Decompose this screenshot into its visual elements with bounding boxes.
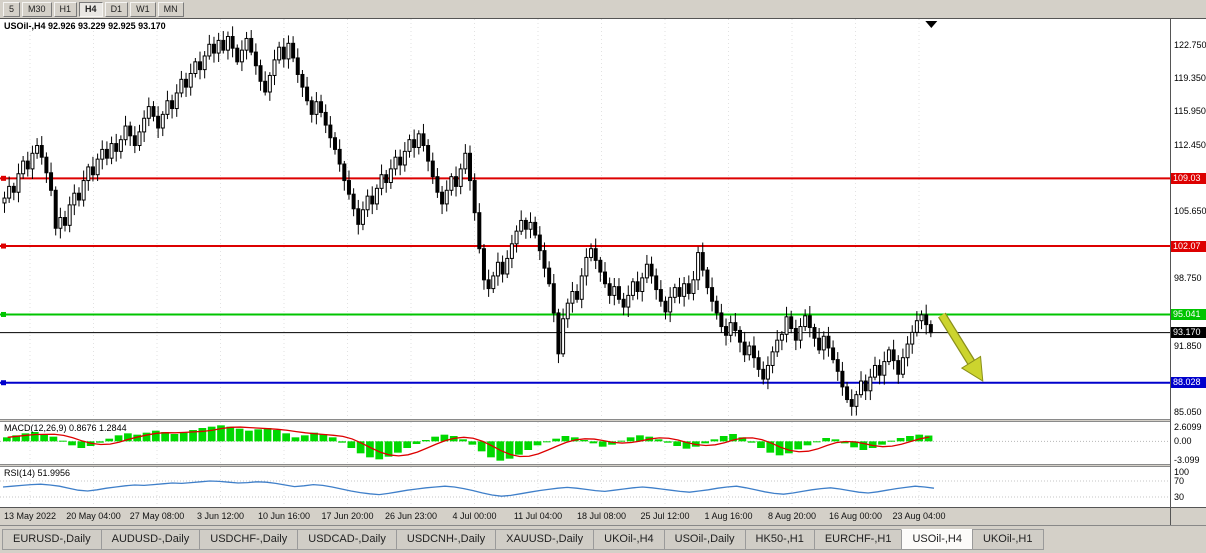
chart-tab-audusd-daily[interactable]: AUDUSD-,Daily — [100, 528, 200, 550]
macd-canvas[interactable] — [0, 422, 1170, 464]
time-axis-label: 13 May 2022 — [3, 511, 57, 521]
chart-tab-usoil-daily[interactable]: USOil-,Daily — [663, 528, 745, 550]
rsi-canvas[interactable] — [0, 467, 1170, 507]
pane-divider[interactable] — [0, 419, 1170, 422]
main-chart-pane[interactable]: USOil-,H4 92.926 93.229 92.925 93.170 — [0, 19, 1170, 419]
rsi-tick-label: 30 — [1174, 492, 1185, 502]
price-tick-label: 115.950 — [1174, 105, 1206, 116]
macd-tick-label: 2.6099 — [1174, 422, 1202, 432]
chart-tab-eurchf-h1[interactable]: EURCHF-,H1 — [813, 528, 902, 550]
price-level-badge: 88.028 — [1171, 377, 1206, 389]
time-axis-label: 27 May 08:00 — [129, 511, 185, 521]
chart-tab-usdcad-daily[interactable]: USDCAD-,Daily — [297, 528, 396, 550]
time-axis-label: 3 Jun 12:00 — [196, 511, 245, 521]
time-axis-label: 23 Aug 04:00 — [892, 511, 946, 521]
chart-tab-ukoil-h4[interactable]: UKOil-,H4 — [593, 528, 664, 550]
timeframe-button-h1[interactable]: H1 — [53, 1, 78, 17]
timeframe-toolbar: 5 M30 H1 H4 D1 W1 MN — [0, 0, 1206, 18]
chart-tab-eurusd-daily[interactable]: EURUSD-,Daily — [2, 528, 101, 550]
price-tick-label: 85.050 — [1174, 406, 1202, 417]
time-axis-label: 1 Aug 16:00 — [704, 511, 753, 521]
rsi-title: RSI(14) 51.9956 — [4, 468, 71, 478]
timeframe-button-mn[interactable]: MN — [157, 1, 184, 17]
price-level-badge: 109.03 — [1171, 172, 1206, 184]
price-level-badge: 95.041 — [1171, 308, 1206, 320]
price-axis[interactable]: 122.750 119.350 115.950 112.450 105.650 98.75… — [1170, 19, 1206, 525]
pane-divider[interactable] — [0, 464, 1170, 467]
chart-plot-column: USOil-,H4 92.926 93.229 92.925 93.170 MA… — [0, 19, 1170, 525]
chart-tab-usdchf-daily[interactable]: USDCHF-,Daily — [199, 528, 298, 550]
time-axis-label: 16 Aug 00:00 — [828, 511, 883, 521]
price-level-badge: 102.07 — [1171, 240, 1206, 252]
candlestick-canvas[interactable] — [0, 19, 1170, 419]
price-tick-label: 105.650 — [1174, 206, 1206, 217]
timeframe-button-5[interactable]: 5 — [3, 1, 21, 17]
chart-tab-xauusd-daily[interactable]: XAUUSD-,Daily — [495, 528, 594, 550]
time-axis[interactable]: 13 May 2022 20 May 04:00 27 May 08:00 3 Jun… — [0, 507, 1170, 525]
time-axis-label: 20 May 04:00 — [66, 511, 121, 521]
rsi-pane[interactable]: RSI(14) 51.9956 — [0, 467, 1170, 507]
time-axis-label: 25 Jul 12:00 — [640, 511, 690, 521]
price-tick-label: 122.750 — [1174, 39, 1206, 50]
rsi-tick-label: 100 — [1174, 467, 1190, 477]
price-tick-label: 119.350 — [1174, 72, 1206, 83]
chart-area: USOil-,H4 92.926 93.229 92.925 93.170 MA… — [0, 18, 1206, 525]
axis-corner — [1171, 507, 1206, 525]
price-tick-label: 112.450 — [1174, 140, 1206, 151]
chart-tabs-bar: EURUSD-,Daily AUDUSD-,Daily USDCHF-,Daily U… — [0, 525, 1206, 553]
time-axis-label: 10 Jun 16:00 — [257, 511, 311, 521]
time-axis-label: 4 Jul 00:00 — [452, 511, 497, 521]
chart-tab-usoil-h4[interactable]: USOil-,H4 — [901, 528, 972, 550]
macd-tick-label: 0.00 — [1174, 436, 1192, 447]
time-axis-label: 11 Jul 04:00 — [513, 511, 563, 521]
chart-tab-hk50-h1[interactable]: HK50-,H1 — [744, 528, 814, 550]
timeframe-button-d1[interactable]: D1 — [104, 1, 129, 17]
timeframe-button-w1[interactable]: W1 — [130, 1, 156, 17]
time-axis-label: 18 Jul 08:00 — [576, 511, 627, 521]
time-axis-label: 8 Aug 20:00 — [767, 511, 817, 521]
price-tick-label: 91.850 — [1174, 340, 1202, 351]
chart-tab-ukoil-h1[interactable]: UKOil-,H1 — [971, 528, 1044, 550]
price-tick-label: 98.750 — [1174, 273, 1202, 284]
timeframe-button-h4[interactable]: H4 — [79, 1, 103, 17]
macd-pane[interactable]: MACD(12,26,9) 0.8676 1.2844 — [0, 422, 1170, 464]
rsi-tick-label: 70 — [1174, 476, 1185, 486]
price-level-badge: 93.170 — [1171, 327, 1206, 339]
timeframe-button-m30[interactable]: M30 — [22, 1, 52, 17]
chart-ohlc-title: USOil-,H4 92.926 93.229 92.925 93.170 — [4, 21, 166, 31]
time-axis-label: 17 Jun 20:00 — [321, 511, 374, 521]
macd-tick-label: -3.099 — [1174, 455, 1200, 465]
chart-tab-usdcnh-daily[interactable]: USDCNH-,Daily — [395, 528, 496, 550]
macd-title: MACD(12,26,9) 0.8676 1.2844 — [4, 423, 127, 433]
time-axis-label: 26 Jun 23:00 — [384, 511, 438, 521]
